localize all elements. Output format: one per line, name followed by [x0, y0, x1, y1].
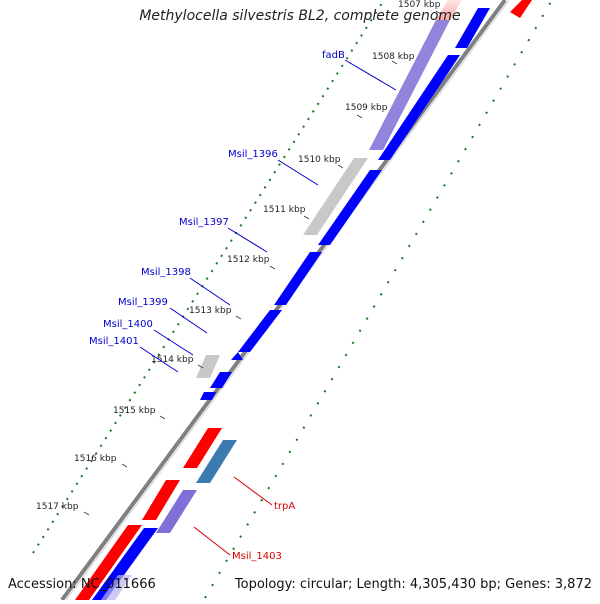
kbp-tick-mark [121, 463, 128, 468]
gene-leader-line [233, 476, 273, 506]
feature-gray-1401[interactable] [196, 355, 220, 378]
kbp-tick-mark [235, 315, 242, 320]
kbp-tick-mark [269, 265, 276, 270]
kbp-tick-label: 1516 kbp [74, 454, 117, 464]
kbp-tick-label: 1510 kbp [298, 155, 341, 165]
kbp-tick-mark [159, 415, 166, 420]
gene-label-group: fadB Msil_1396 Msil_1397 Msil_1398 Msil_1399… [89, 50, 397, 562]
cds-blue-1[interactable] [455, 8, 490, 48]
kbp-tick-label: 1514 kbp [151, 355, 194, 365]
gene-label-msil_1400[interactable]: Msil_1400 [103, 319, 153, 330]
gene-label-msil_1398[interactable]: Msil_1398 [141, 267, 191, 278]
gene-label-fadb[interactable]: fadB [322, 50, 345, 61]
kbp-tick-mark [356, 114, 363, 119]
gc-ring-left [32, 0, 385, 554]
feature-gray-1396[interactable] [303, 158, 368, 235]
cds-blue-9[interactable] [92, 528, 158, 600]
cds-blue-4[interactable] [274, 252, 322, 305]
gene-leader-line [277, 159, 319, 186]
cds-blue-8[interactable] [200, 392, 216, 400]
kbp-tick-mark [197, 364, 204, 369]
kbp-tick-label: 1512 kbp [227, 255, 270, 265]
gene-leader-line [193, 526, 231, 556]
kbp-tick-mark [391, 60, 398, 65]
gene-leader-line [169, 307, 208, 334]
accession-text: Accession: NC_011666 [8, 577, 156, 592]
gene-label-trpa[interactable]: trpA [274, 501, 295, 512]
gene-label-msil_1396[interactable]: Msil_1396 [228, 149, 278, 160]
kbp-tick-mark [83, 511, 90, 516]
kbp-tick-label: 1513 kbp [189, 306, 232, 316]
feature-fade-bottom[interactable] [101, 575, 132, 600]
kbp-tick-mark [337, 164, 344, 169]
gene-label-msil_1399[interactable]: Msil_1399 [118, 297, 168, 308]
kbp-tick-mark [435, 10, 442, 15]
cds-red-2[interactable] [142, 480, 180, 520]
gc-ring-right [204, 0, 553, 599]
kbp-tick-marks: 1507 kbp 1508 kbp 1509 kbp 1510 kbp 1511 kbp… [36, 0, 442, 516]
feature-steel-trpA[interactable] [196, 440, 237, 483]
kbp-tick-label: 1517 kbp [36, 502, 79, 512]
kbp-tick-mark [303, 215, 310, 220]
kbp-tick-label: 1515 kbp [113, 406, 156, 416]
cds-red-1[interactable] [183, 428, 222, 468]
cds-red-3[interactable] [75, 525, 142, 600]
cds-blue-7[interactable] [210, 372, 232, 388]
gene-label-msil_1401[interactable]: Msil_1401 [89, 336, 139, 347]
topology-text: Topology: circular; Length: 4,305,430 bp… [234, 577, 592, 592]
gene-leader-line [344, 59, 397, 91]
kbp-tick-label: 1507 kbp [398, 0, 441, 10]
feature-track [75, 0, 532, 600]
gene-leader-line [189, 277, 231, 306]
gene-leader-line [227, 227, 268, 253]
feature-purple-fadB[interactable] [369, 20, 450, 150]
gene-leader-line [139, 346, 179, 373]
gene-label-msil_1403[interactable]: Msil_1403 [232, 551, 282, 562]
cds-blue-3[interactable] [318, 170, 382, 245]
kbp-tick-label: 1508 kbp [372, 52, 415, 62]
cds-blue-6[interactable] [231, 352, 243, 360]
feature-red-top[interactable] [436, 0, 462, 20]
cds-blue-2[interactable] [378, 55, 460, 160]
feature-purple-1403[interactable] [156, 490, 197, 533]
cds-blue-5[interactable] [238, 310, 282, 352]
cds-red-top[interactable] [510, 0, 532, 18]
kbp-tick-label: 1509 kbp [345, 103, 388, 113]
kbp-tick-label: 1511 kbp [263, 205, 306, 215]
gene-leader-line [153, 329, 194, 356]
gene-label-msil_1397[interactable]: Msil_1397 [179, 217, 229, 228]
